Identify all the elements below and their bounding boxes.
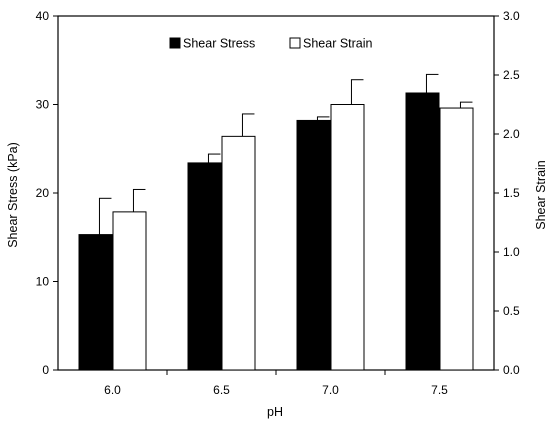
y-left-tick-label: 0	[42, 363, 49, 377]
legend: Shear Stress Shear Strain	[169, 37, 373, 51]
x-tick-label: 6.5	[213, 383, 230, 397]
legend-swatch-shear-stress	[169, 37, 181, 49]
bar-shear-stress	[405, 92, 440, 371]
x-tick-label: 7.5	[431, 383, 448, 397]
x-tick-label: 6.0	[104, 383, 121, 397]
y-right-tick-label: 3.0	[503, 9, 520, 23]
y-right-tick-label: 0.5	[503, 304, 520, 318]
right-axis: 0.0 0.5 1.0 1.5 2.0 2.5 3.0	[494, 9, 520, 377]
y-right-tick-label: 1.0	[503, 245, 520, 259]
left-axis: 0 10 20 30 40	[36, 9, 58, 377]
y-right-tick-label: 0.0	[503, 363, 520, 377]
y-left-tick-label: 40	[36, 9, 50, 23]
legend-swatch-shear-strain	[289, 37, 301, 49]
bar-shear-stress	[187, 162, 222, 371]
error-bars-group	[98, 73, 473, 235]
x-axis-title: pH	[267, 405, 283, 419]
y-left-tick-label: 30	[36, 98, 50, 112]
x-tick-label: 7.0	[322, 383, 339, 397]
x-axis: 6.0 6.5 7.0 7.5	[104, 370, 448, 397]
bar-shear-strain	[221, 135, 256, 371]
y-axis-right-title: Shear Strain	[534, 160, 548, 230]
y-right-tick-label: 2.0	[503, 127, 520, 141]
bar-shear-strain	[330, 104, 365, 371]
bar-shear-stress	[78, 234, 113, 371]
legend-label-shear-strain: Shear Strain	[303, 37, 373, 51]
bar-shear-strain	[112, 211, 147, 371]
legend-label-shear-stress: Shear Stress	[183, 37, 255, 51]
y-left-tick-label: 20	[36, 186, 50, 200]
bar-shear-strain	[439, 107, 474, 371]
bar-shear-stress	[296, 119, 331, 371]
y-right-tick-label: 2.5	[503, 68, 520, 82]
y-axis-left-title: Shear Stress (kPa)	[6, 142, 20, 248]
y-right-tick-label: 1.5	[503, 186, 520, 200]
y-left-tick-label: 10	[36, 275, 50, 289]
bars-group	[78, 92, 474, 371]
